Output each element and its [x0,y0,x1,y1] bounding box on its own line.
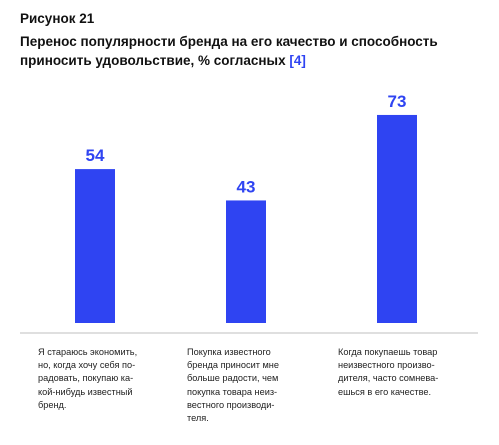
figure-label: Рисунок 21 [20,11,95,26]
category-label-1: Я стараюсь экономить, но, когда хочу себ… [38,347,138,410]
chart-title: Перенос популярности бренда на его качес… [20,32,480,70]
reference-link[interactable]: [4] [289,53,306,68]
bar-1 [75,169,115,323]
category-label-3: Когда покупаешь товар неизвестного произ… [338,347,439,397]
bar-2 [226,200,266,323]
chart-title-text: Перенос популярности бренда на его качес… [20,34,438,68]
category-label-2: Покупка известного бренда приносит мне б… [187,347,279,424]
bar-value-label-2: 43 [237,177,256,196]
bar-value-label-3: 73 [388,92,407,111]
bar-3 [377,114,417,323]
bar-value-label-1: 54 [86,146,105,165]
